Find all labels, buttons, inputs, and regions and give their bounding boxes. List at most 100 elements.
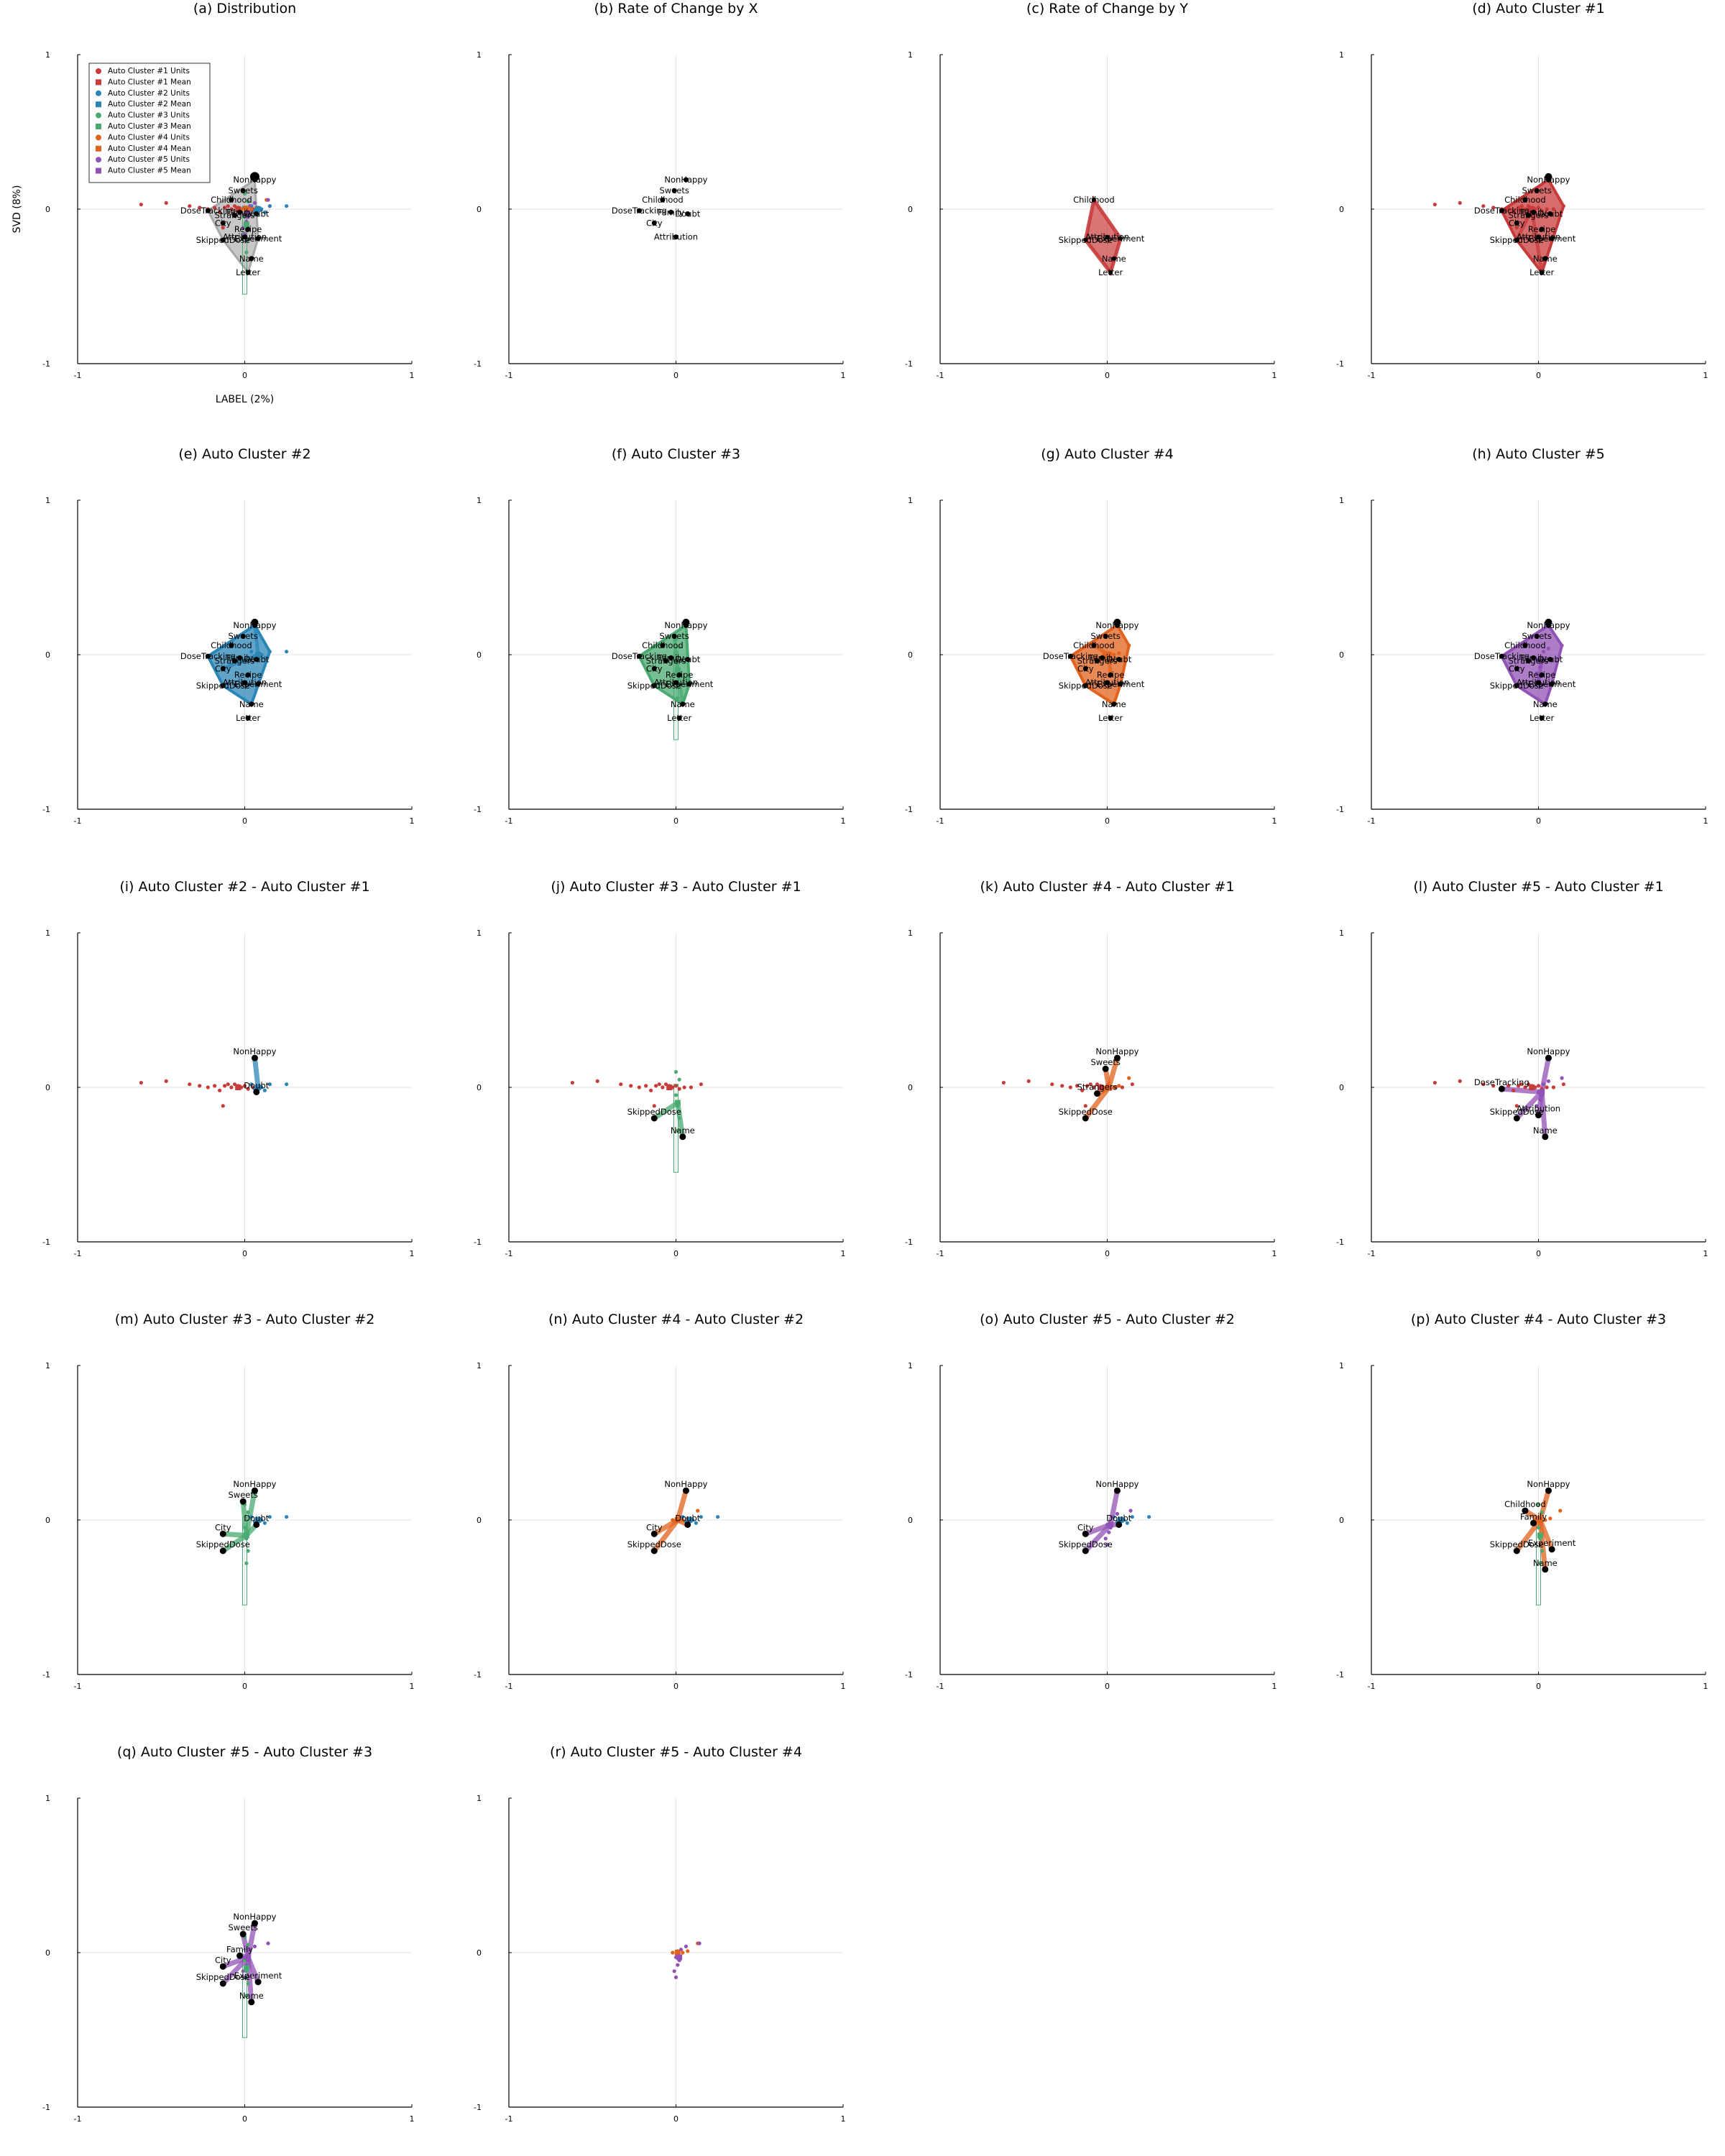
x-tick-label: 1 xyxy=(1272,371,1277,380)
mean-marker xyxy=(666,1084,673,1090)
legend-marker xyxy=(96,167,101,174)
word-label: City xyxy=(646,1522,663,1532)
unit-point xyxy=(677,1077,681,1082)
unit-point xyxy=(699,1515,703,1519)
y-tick-label: 0 xyxy=(908,205,913,214)
unit-point xyxy=(673,1069,678,1074)
unit-point xyxy=(1075,1084,1080,1088)
word-label: NonHappy xyxy=(1527,1479,1570,1489)
unit-point xyxy=(677,1087,681,1091)
word-label: Experiment xyxy=(234,234,282,244)
unit-point xyxy=(262,655,267,660)
word-label: SkippedDose xyxy=(1059,1107,1113,1117)
word-point xyxy=(1530,1519,1537,1526)
x-tick-label: -1 xyxy=(937,816,944,826)
word-label: Name xyxy=(1533,1125,1558,1135)
word-point xyxy=(1514,220,1519,226)
mean-marker xyxy=(255,652,262,658)
y-tick-label: 0 xyxy=(908,1516,913,1525)
mean-marker xyxy=(235,206,242,212)
word-label: Childhood xyxy=(1504,640,1546,650)
x-tick-label: 0 xyxy=(242,1249,247,1258)
unit-point xyxy=(1538,1097,1542,1102)
y-tick-label: 0 xyxy=(1339,650,1344,660)
x-tick-label: 0 xyxy=(1536,816,1541,826)
y-tick-label: 1 xyxy=(908,929,913,938)
legend-label: Auto Cluster #2 Mean xyxy=(108,100,191,109)
x-tick-label: 1 xyxy=(1272,1249,1277,1258)
word-label: NonHappy xyxy=(233,175,276,185)
unit-point xyxy=(1538,1561,1542,1565)
mean-marker xyxy=(243,1532,249,1539)
y-tick-label: 1 xyxy=(477,929,482,938)
unit-point xyxy=(682,1085,686,1089)
word-point xyxy=(1102,1065,1109,1072)
chart-panel: (c) Rate of Change by Y -1 -1 0 0 1 1 Childhood… xyxy=(905,1,1276,380)
y-tick-label: 1 xyxy=(1339,1361,1344,1370)
word-label: City xyxy=(1509,663,1525,673)
word-point xyxy=(1094,1090,1101,1097)
unit-point xyxy=(244,1994,249,1998)
unit-point xyxy=(249,207,254,211)
cluster-spoke xyxy=(1539,1089,1548,1140)
chart-panel: (m) Auto Cluster #3 - Auto Cluster #2 -1 -… xyxy=(42,1312,414,1691)
word-point xyxy=(251,1054,258,1061)
mean-marker xyxy=(1537,1517,1543,1523)
word-point xyxy=(686,681,692,687)
word-label: NonHappy xyxy=(1527,1046,1570,1056)
word-label: Recipe xyxy=(1097,670,1124,680)
unit-point xyxy=(198,1084,202,1088)
word-point xyxy=(684,1521,691,1528)
x-tick-label: 1 xyxy=(841,816,846,826)
y-tick-label: 0 xyxy=(477,1083,482,1092)
word-label: Attribution xyxy=(223,232,267,242)
unit-point xyxy=(1548,1516,1552,1521)
legend-marker xyxy=(96,101,101,108)
legend: Auto Cluster #1 Units Auto Cluster #1 Mea… xyxy=(88,63,211,183)
unit-point xyxy=(223,1084,227,1088)
unit-point xyxy=(188,204,192,208)
mean-marker xyxy=(255,206,262,212)
chart-panel: (i) Auto Cluster #2 - Auto Cluster #1 -1 -… xyxy=(42,879,414,1258)
x-tick-label: 0 xyxy=(1536,371,1541,380)
x-tick-label: 1 xyxy=(1703,371,1708,380)
unit-point xyxy=(637,1085,641,1089)
unit-point xyxy=(1130,1082,1134,1087)
chart-panel: (g) Auto Cluster #4 -1 -1 0 0 1 1 NonHappySweet… xyxy=(905,446,1276,826)
legend-marker xyxy=(96,145,101,152)
x-tick-label: 1 xyxy=(1272,816,1277,826)
word-label: Family xyxy=(1520,1511,1547,1521)
unit-point xyxy=(1560,1076,1564,1080)
word-label: SkippedDose xyxy=(1490,1107,1544,1117)
x-tick-label: -1 xyxy=(505,816,513,826)
unit-point xyxy=(252,1944,257,1948)
word-point xyxy=(1513,1115,1520,1122)
unit-point xyxy=(139,1080,143,1085)
cluster-spoke xyxy=(252,1055,261,1090)
x-tick-label: -1 xyxy=(74,2114,82,2124)
word-point xyxy=(1542,256,1548,262)
cluster-spoke xyxy=(252,623,260,657)
panel-title: (a) Distribution xyxy=(193,1,296,17)
word-label: Experiment xyxy=(1097,234,1145,244)
word-point xyxy=(254,211,259,216)
x-tick-label: 0 xyxy=(673,1249,678,1258)
word-label: Name xyxy=(1533,699,1558,709)
y-tick-label: -1 xyxy=(474,1670,482,1680)
y-tick-label: -1 xyxy=(905,805,913,814)
word-point xyxy=(1108,672,1113,678)
word-label: Sweets xyxy=(1522,185,1551,195)
panel-title: (m) Auto Cluster #3 - Auto Cluster #2 xyxy=(115,1312,375,1327)
y-tick-label: 1 xyxy=(477,1361,482,1370)
word-point xyxy=(651,220,657,226)
x-tick-label: -1 xyxy=(505,1249,513,1258)
cluster-spoke xyxy=(1107,653,1113,677)
word-label: NonHappy xyxy=(1527,620,1570,630)
unit-point xyxy=(657,1082,661,1087)
unit-point xyxy=(1115,1511,1120,1516)
unit-point xyxy=(1060,1084,1064,1088)
word-point xyxy=(1100,655,1105,660)
cluster-spoke xyxy=(245,1954,254,2005)
word-label: Letter xyxy=(1098,713,1123,723)
word-label: DoseTracking xyxy=(1474,1077,1530,1087)
